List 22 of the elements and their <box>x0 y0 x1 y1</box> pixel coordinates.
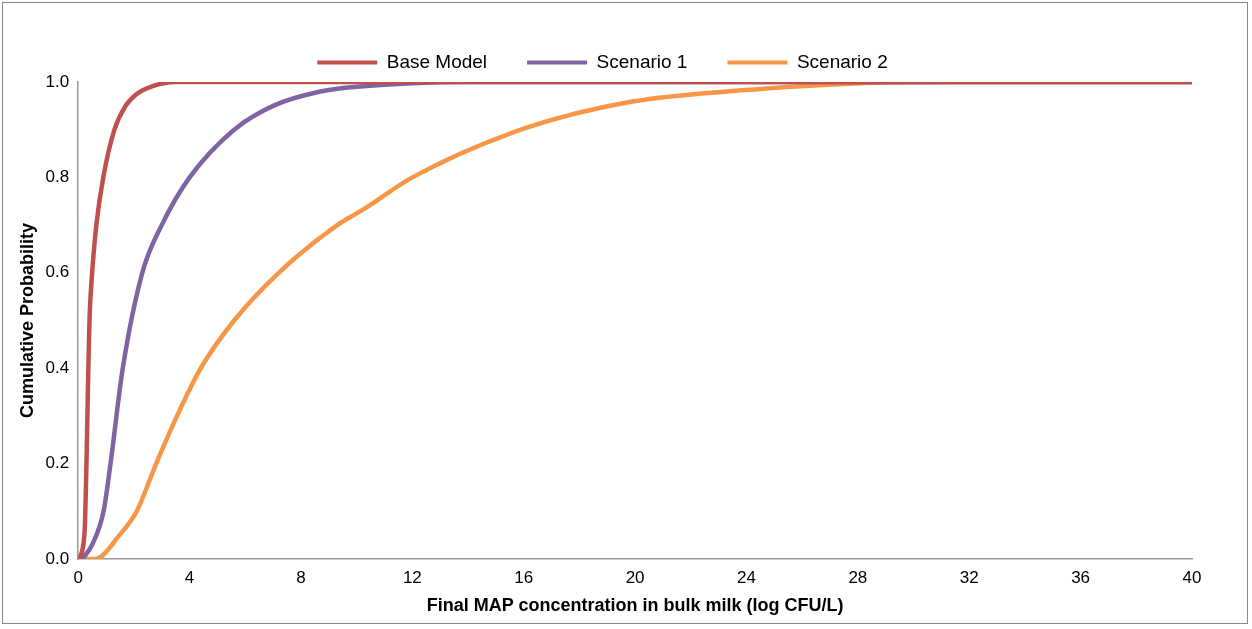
x-tick-label: 40 <box>1182 567 1202 587</box>
y-tick-label: 0.8 <box>45 167 70 187</box>
y-tick-label: 1.0 <box>45 71 70 91</box>
x-tick-label: 8 <box>296 567 306 587</box>
legend-label: Base Model <box>386 50 488 72</box>
y-tick-label: 0.0 <box>45 548 70 568</box>
x-tick-label: 24 <box>737 567 756 587</box>
x-tick-label: 36 <box>1071 567 1091 587</box>
x-tick-label: 12 <box>402 567 422 587</box>
y-tick-label: 0.6 <box>45 262 70 282</box>
x-tick-label: 4 <box>184 567 195 587</box>
y-tick-label: 0.4 <box>45 357 70 377</box>
x-tick-label: 0 <box>73 567 83 587</box>
x-tick-label: 28 <box>848 567 868 587</box>
y-tick-label: 0.2 <box>45 453 70 473</box>
x-tick-label: 32 <box>959 567 979 587</box>
y-axis-title: Cumulative Probability <box>16 222 37 419</box>
x-tick-label: 16 <box>514 567 534 587</box>
legend-label: Scenario 1 <box>596 50 688 72</box>
x-tick-label: 20 <box>625 567 645 587</box>
legend-label: Scenario 2 <box>796 50 888 72</box>
x-axis-title: Final MAP concentration in bulk milk (log CFU/L) <box>426 595 844 616</box>
